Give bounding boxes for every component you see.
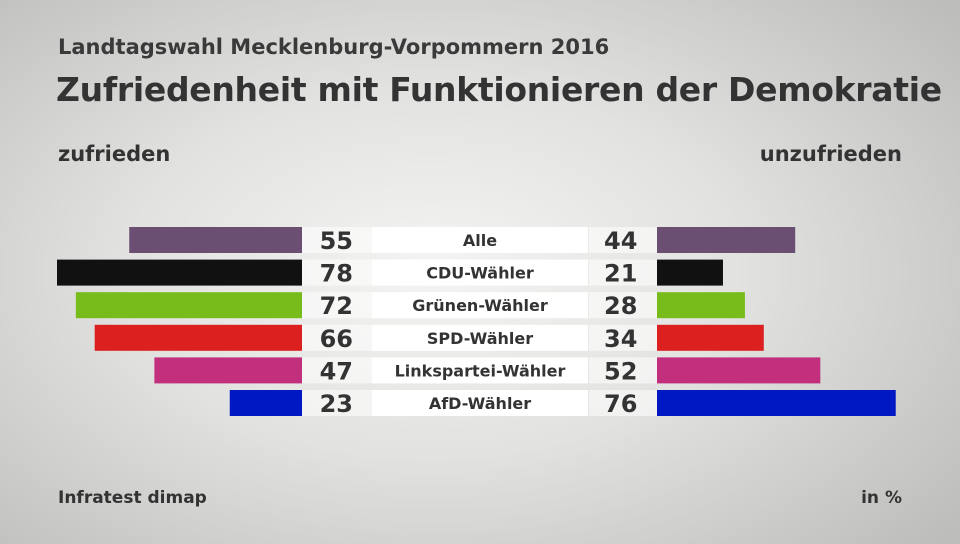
- category-box: [372, 259, 588, 286]
- value-box-left: [302, 357, 372, 384]
- data-label-right: 44: [604, 227, 637, 255]
- value-box-left: [302, 390, 372, 416]
- bar-left: [94, 324, 302, 351]
- value-box-left: [302, 259, 372, 286]
- bar-right: [657, 357, 821, 384]
- data-label-left: 72: [320, 292, 353, 320]
- left-series-label: zufrieden: [58, 142, 171, 166]
- value-box-left: [302, 324, 372, 351]
- data-label-left: 47: [320, 357, 353, 385]
- data-label-right: 34: [604, 325, 637, 353]
- data-label-right: 28: [604, 292, 637, 320]
- bar-left: [129, 227, 302, 253]
- category-box: [372, 357, 588, 384]
- category-label: CDU-Wähler: [426, 264, 534, 283]
- value-box-right: [589, 357, 657, 384]
- unit-label: in %: [861, 488, 902, 508]
- category-label: SPD-Wähler: [427, 329, 533, 348]
- value-box-right: [589, 292, 657, 319]
- data-label-right: 76: [604, 390, 637, 418]
- bar-left: [75, 292, 302, 319]
- category-label: Alle: [463, 231, 497, 250]
- bar-right: [657, 292, 745, 319]
- data-label-right: 52: [604, 357, 637, 385]
- category-box: [372, 292, 588, 319]
- category-label: Linkspartei-Wähler: [395, 361, 566, 380]
- value-box-right: [589, 390, 657, 416]
- bar-left: [57, 259, 302, 286]
- category-label: Grünen-Wähler: [412, 296, 548, 315]
- bar-right: [657, 259, 723, 286]
- right-series-label: unzufrieden: [759, 142, 902, 166]
- value-box-right: [589, 227, 657, 253]
- bar-right: [657, 324, 764, 351]
- bar-right: [657, 390, 896, 416]
- data-label-left: 23: [320, 390, 353, 418]
- value-box-left: [302, 227, 372, 253]
- category-box: [372, 324, 588, 351]
- value-box-right: [589, 324, 657, 351]
- value-box-left: [302, 292, 372, 319]
- source-label: Infratest dimap: [58, 488, 207, 508]
- category-label: AfD-Wähler: [429, 394, 531, 413]
- data-label-right: 21: [604, 260, 637, 288]
- bar-right: [657, 227, 796, 253]
- chart-subtitle: Landtagswahl Mecklenburg-Vorpommern 2016: [58, 35, 610, 59]
- data-label-left: 55: [320, 227, 353, 255]
- category-box: [372, 390, 588, 416]
- data-label-left: 66: [320, 325, 353, 353]
- data-label-left: 78: [320, 260, 353, 288]
- chart-title: Zufriedenheit mit Funktionieren der Demo…: [56, 70, 942, 109]
- bar-left: [154, 357, 302, 384]
- bar-left: [229, 390, 302, 416]
- category-box: [372, 227, 588, 253]
- value-box-right: [589, 259, 657, 286]
